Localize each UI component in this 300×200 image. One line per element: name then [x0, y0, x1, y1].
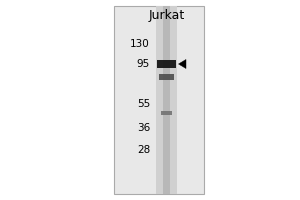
Bar: [114, 6, 204, 194]
Text: 130: 130: [130, 39, 150, 49]
Text: 95: 95: [137, 59, 150, 69]
Bar: [157, 60, 176, 68]
Bar: [163, 6, 170, 194]
Text: Jurkat: Jurkat: [148, 8, 184, 21]
Text: 28: 28: [137, 145, 150, 155]
Polygon shape: [178, 60, 186, 68]
Bar: [156, 6, 177, 194]
Bar: [161, 111, 172, 115]
Text: 55: 55: [137, 99, 150, 109]
Bar: [159, 74, 174, 80]
Text: 36: 36: [137, 123, 150, 133]
